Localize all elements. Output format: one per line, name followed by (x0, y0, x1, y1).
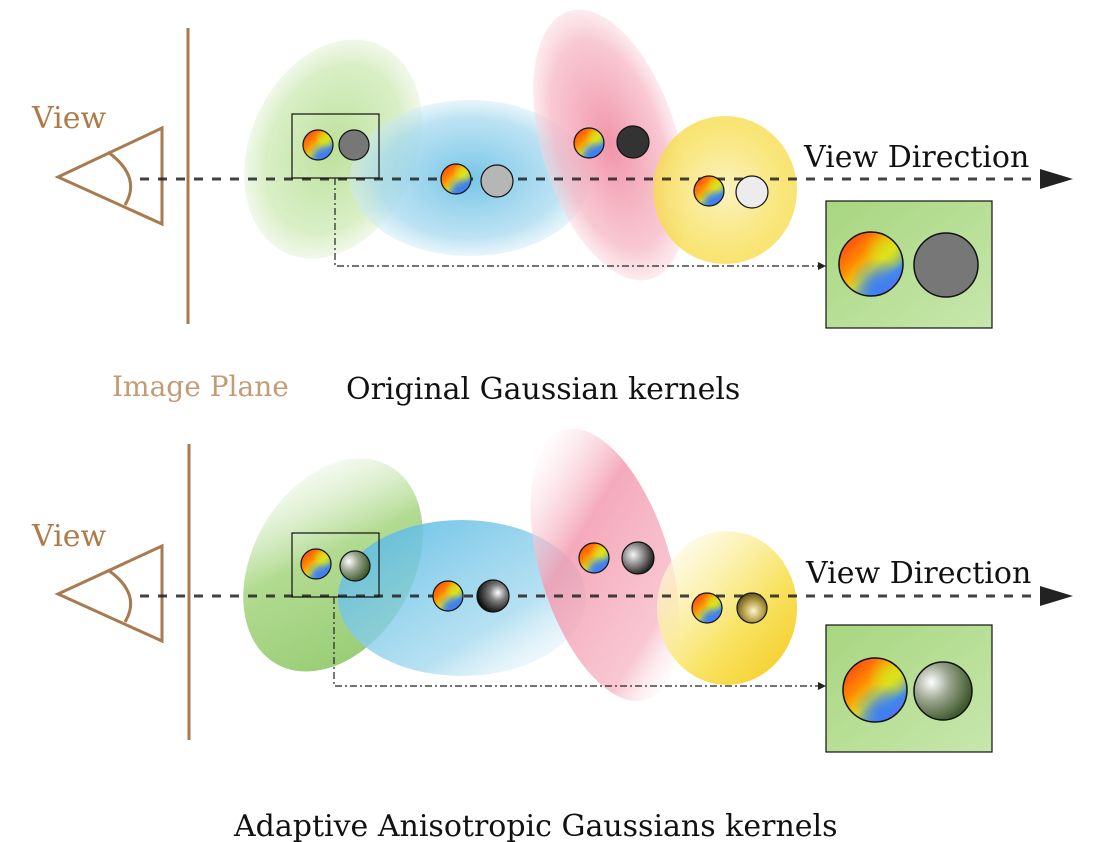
color-wheel-icon (300, 548, 332, 580)
kernel-box (291, 532, 380, 598)
opacity-disk-icon (339, 550, 371, 582)
eye-icon (54, 125, 164, 227)
opacity-disk-icon (913, 232, 979, 298)
opacity-disk-icon (480, 164, 514, 198)
view-direction-label: View Direction (805, 556, 1031, 591)
top-caption: Original Gaussian kernels (346, 372, 740, 407)
arrow-head-icon (1040, 586, 1073, 606)
arrow-head-icon (1040, 169, 1073, 189)
color-wheel-icon (691, 592, 723, 624)
view-label: View (31, 101, 106, 136)
opacity-disk-icon (735, 175, 769, 209)
image-plane-label: Image Plane (112, 370, 289, 403)
view-direction-label: View Direction (803, 140, 1029, 175)
opacity-disk-icon (338, 129, 370, 161)
view-label: View (31, 519, 106, 554)
color-wheel-icon (578, 542, 610, 574)
opacity-disk-icon (736, 592, 768, 624)
opacity-disk-icon (616, 125, 650, 159)
pink-gaussian (533, 9, 687, 281)
color-wheel-icon (432, 580, 464, 612)
bottom-caption: Adaptive Anisotropic Gaussians kernels (233, 809, 838, 842)
bottom-panel: View View Direction (31, 428, 1073, 842)
top-panel: View View Direction (31, 9, 1073, 407)
opacity-disk-icon (913, 661, 973, 721)
arrow-head-icon (818, 262, 826, 270)
eye-icon (54, 543, 164, 644)
zoom-leader-line (333, 597, 818, 687)
arrow-head-icon (818, 682, 826, 690)
color-wheel-icon (693, 175, 725, 207)
zoom-leader-line (334, 178, 818, 267)
color-wheel-icon (573, 127, 605, 159)
yellow-gaussian (653, 116, 797, 264)
yellow-gaussian (657, 531, 797, 685)
color-wheel-icon (838, 231, 904, 297)
color-wheel-icon (440, 163, 472, 195)
opacity-disk-icon (476, 579, 510, 613)
color-wheel-icon (302, 129, 334, 161)
opacity-disk-icon (621, 541, 655, 575)
color-wheel-icon (842, 657, 908, 723)
